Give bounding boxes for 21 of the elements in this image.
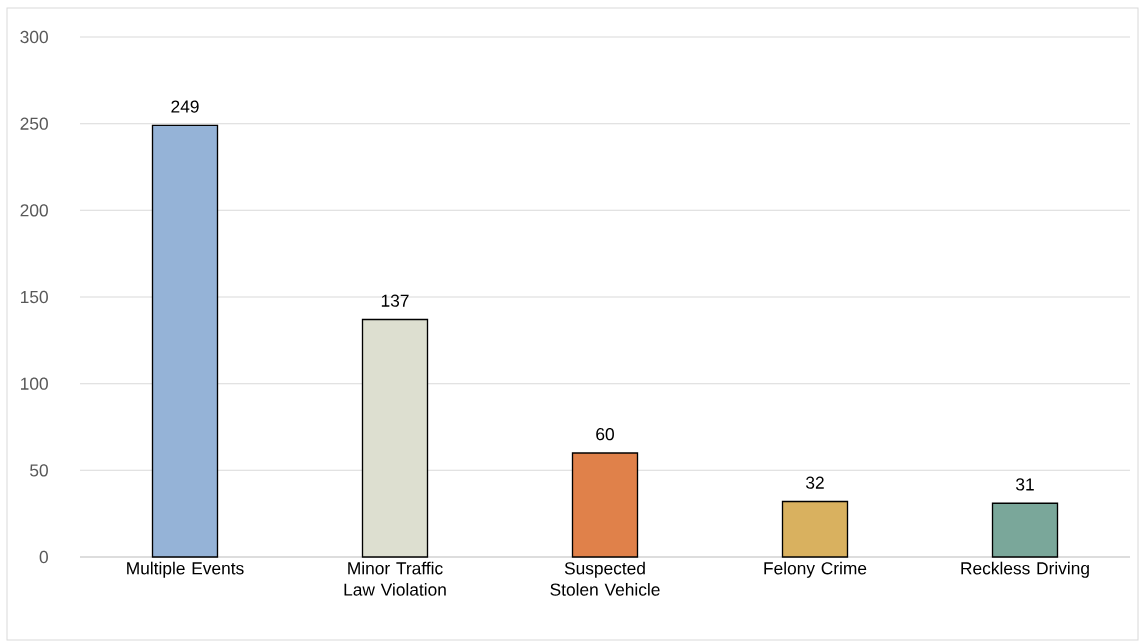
y-tick-label: 250 [20, 117, 48, 130]
y-tick-label: 300 [20, 30, 48, 44]
y-tick-label: 100 [21, 377, 48, 390]
data-label: 137 [381, 294, 409, 307]
bar [571, 452, 639, 558]
y-tick-label: 150 [21, 290, 48, 304]
data-label: 60 [596, 428, 614, 441]
y-tick-label: 200 [20, 204, 48, 217]
y-tick-label: 0 [39, 550, 48, 564]
x-tick-label: Multiple Events [127, 561, 244, 578]
x-tick-label: Suspected Stolen Vehicle [550, 561, 660, 596]
y-tick-label: 50 [30, 464, 48, 477]
data-label: 249 [171, 100, 199, 113]
x-tick-label: Felony Crime [764, 561, 867, 578]
bar [991, 502, 1059, 558]
x-tick-label: Minor Traffic Law Violation [344, 561, 446, 596]
bar [781, 500, 849, 558]
data-label: 31 [1016, 478, 1034, 491]
data-label: 32 [806, 476, 824, 489]
x-tick-label: Reckless Driving [961, 561, 1089, 578]
bar [151, 124, 219, 558]
